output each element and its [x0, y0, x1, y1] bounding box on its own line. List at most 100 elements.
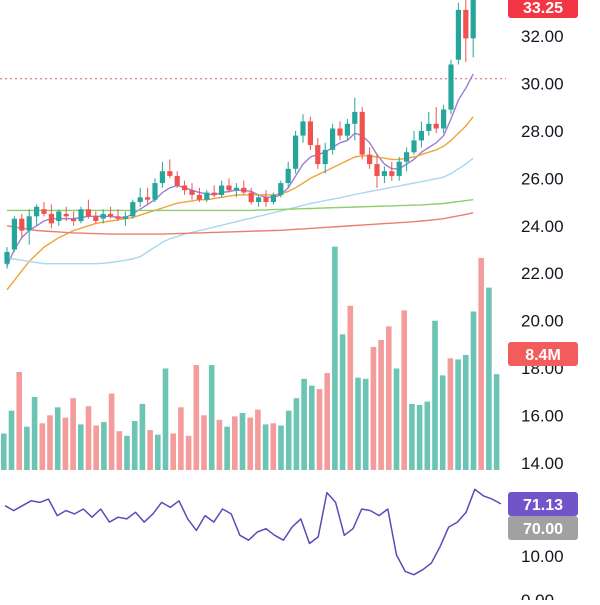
candle-body — [278, 183, 284, 195]
volume-bar — [116, 431, 123, 470]
current-volume-badge-text: 8.4M — [525, 347, 561, 364]
candle-body — [34, 206, 40, 217]
candle-body — [233, 187, 239, 191]
candle-body — [389, 171, 395, 176]
candle-body — [219, 185, 225, 195]
candle-body — [359, 111, 365, 155]
current-price-badge-text: 33.25 — [523, 0, 563, 17]
volume-bar — [216, 419, 223, 470]
volume-bar — [301, 378, 307, 470]
price-tick-label: 24.00 — [521, 217, 564, 236]
candle-body — [108, 213, 114, 217]
candle-body — [122, 216, 128, 219]
price-tick-label: 22.00 — [521, 264, 564, 283]
moving-average-layer — [6, 73, 474, 291]
moving-average-line-2 — [6, 116, 474, 291]
candle-body — [411, 140, 417, 153]
candle-body — [211, 192, 217, 195]
volume-bar — [108, 393, 115, 470]
volume-bar — [447, 358, 454, 470]
candle-body — [256, 197, 262, 202]
candle-body — [322, 149, 328, 165]
candle-body — [418, 130, 424, 141]
volume-bar — [24, 426, 30, 470]
rsi-level-badge: 70.00 — [508, 516, 578, 540]
volume-bar — [416, 405, 423, 470]
candle-body — [78, 209, 84, 222]
moving-average-line-1 — [6, 73, 474, 267]
volume-layer — [1, 246, 500, 470]
current-volume-badge: 8.4M — [508, 342, 578, 366]
volume-bar — [8, 410, 15, 470]
candle-body — [196, 194, 202, 200]
volume-bar — [339, 334, 346, 470]
candle-body — [137, 197, 143, 202]
volume-bar — [239, 413, 246, 470]
candle-body — [285, 168, 291, 183]
volume-bar — [155, 434, 161, 470]
price-axis[interactable]: 32.0030.0028.0026.0024.0022.0020.0018.00… — [521, 27, 564, 605]
volume-bar — [493, 374, 500, 470]
volume-bar — [131, 421, 138, 470]
candle-body — [71, 218, 77, 222]
volume-bar — [455, 359, 461, 470]
volume-bar — [401, 310, 407, 470]
candle-body — [130, 202, 136, 217]
volume-bar — [54, 407, 61, 470]
volume-bar — [208, 365, 215, 470]
volume-bar — [470, 311, 477, 470]
volume-bar — [70, 398, 76, 470]
candle-body — [263, 197, 269, 202]
volume-bar — [409, 403, 415, 470]
rsi-current-badge: 71.13 — [508, 492, 578, 516]
candle-body — [85, 209, 91, 217]
candlestick-layer — [4, 0, 476, 269]
candle-body — [174, 176, 180, 186]
candle-body — [396, 161, 402, 176]
volume-bar — [439, 375, 446, 470]
moving-average-line-4 — [7, 199, 474, 212]
volume-bar — [463, 354, 469, 470]
candle-body — [4, 251, 10, 264]
candle-body — [93, 216, 99, 221]
volume-bar — [393, 368, 400, 470]
candle-body — [152, 183, 158, 200]
price-tick-label: 32.00 — [521, 27, 564, 46]
candle-body — [470, 0, 476, 39]
candle-body — [315, 145, 321, 165]
rsi-layer — [4, 488, 502, 576]
volume-bar — [39, 423, 46, 470]
volume-bar — [147, 430, 153, 470]
price-tick-label: 26.00 — [521, 169, 564, 188]
volume-bar — [139, 403, 146, 470]
volume-bar — [316, 389, 323, 470]
volume-bar — [486, 287, 492, 470]
current-price-badge: 33.25 — [508, 0, 578, 18]
candle-body — [463, 9, 469, 39]
price-tick-label: 28.00 — [521, 122, 564, 141]
candle-body — [330, 128, 336, 150]
volume-bar — [347, 305, 354, 470]
volume-bar — [285, 410, 292, 470]
candle-body — [241, 187, 247, 193]
rsi-level-badge-text: 70.00 — [523, 521, 563, 538]
candle-body — [300, 121, 306, 136]
volume-bar — [232, 416, 238, 470]
candle-body — [189, 190, 195, 195]
rsi-tick-label-partial: 0.00 — [521, 591, 554, 600]
candle-body — [159, 171, 165, 184]
candle-body — [115, 216, 121, 219]
candle-body — [248, 192, 254, 203]
volume-bar — [255, 409, 261, 470]
candle-body — [352, 111, 358, 124]
volume-bar — [78, 424, 84, 470]
volume-bar — [193, 365, 200, 470]
candle-body — [426, 123, 432, 131]
rsi-current-badge-bg — [508, 492, 578, 516]
volume-bar — [424, 401, 431, 470]
rsi-line — [4, 488, 502, 576]
volume-bar — [293, 398, 300, 470]
candle-body — [167, 171, 173, 176]
